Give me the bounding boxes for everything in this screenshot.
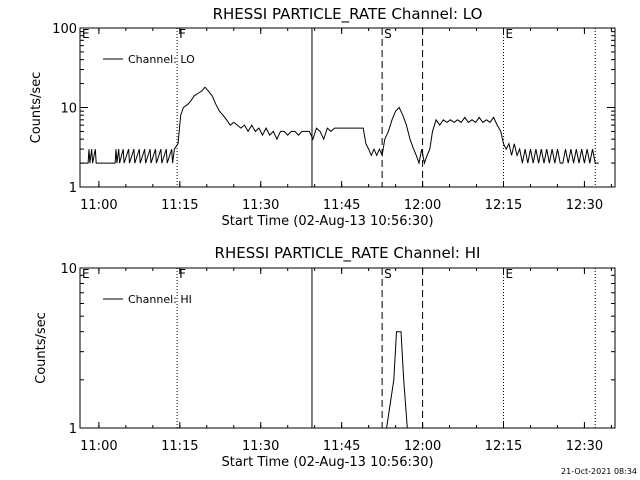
- annotation-label: E: [506, 267, 514, 281]
- timestamp: 21-Oct-2021 08:34: [561, 467, 637, 476]
- y-tick-label: 1: [69, 422, 77, 437]
- x-tick-label: 12:15: [485, 198, 522, 213]
- y-tick-label: 10: [60, 102, 77, 117]
- chart-title: RHESSI PARTICLE_RATE Channel: HI: [215, 244, 481, 263]
- x-tick-label: 11:30: [242, 198, 279, 213]
- x-tick-label: 11:45: [323, 439, 360, 454]
- x-tick-label: 12:00: [404, 198, 441, 213]
- plot-frame: [79, 27, 616, 188]
- x-tick-label: 11:30: [242, 439, 279, 454]
- x-tick-label: 12:15: [485, 439, 522, 454]
- x-axis-label: Start Time (02-Aug-13 10:56:30): [221, 214, 433, 229]
- y-axis-label: Counts/sec: [34, 312, 49, 384]
- chart-title: RHESSI PARTICLE_RATE Channel: LO: [213, 5, 483, 24]
- annotation-label: F: [179, 27, 186, 41]
- x-tick-label: 12:30: [566, 439, 603, 454]
- x-tick-label: 11:45: [323, 198, 360, 213]
- y-axis-label: Counts/sec: [29, 72, 44, 144]
- y-tick-label: 100: [52, 22, 77, 37]
- annotation-label: E: [82, 27, 90, 41]
- legend-label: Channel: HI: [128, 293, 192, 306]
- annotation-label: S: [384, 27, 392, 41]
- x-axis-label: Start Time (02-Aug-13 10:56:30): [221, 455, 433, 470]
- plot-frame: [79, 267, 616, 429]
- x-tick-label: 11:15: [161, 198, 198, 213]
- chart-panel-lo: RHESSI PARTICLE_RATE Channel: LO Start T…: [29, 5, 616, 229]
- x-tick-label: 12:30: [566, 198, 603, 213]
- chart-panel-hi: RHESSI PARTICLE_RATE Channel: HI Start T…: [34, 244, 616, 470]
- series-line: [80, 86, 599, 166]
- y-tick-label: 1: [69, 181, 77, 196]
- x-tick-label: 11:00: [80, 439, 117, 454]
- legend-label: Channel: LO: [128, 53, 195, 66]
- annotation-label: E: [506, 27, 514, 41]
- y-tick-label: 10: [60, 262, 77, 277]
- annotation-label: S: [384, 267, 392, 281]
- annotation-label: E: [82, 267, 90, 281]
- x-tick-label: 11:15: [161, 439, 198, 454]
- annotation-label: F: [179, 267, 186, 281]
- x-tick-label: 11:00: [80, 198, 117, 213]
- series-line: [386, 331, 408, 429]
- x-tick-label: 12:00: [404, 439, 441, 454]
